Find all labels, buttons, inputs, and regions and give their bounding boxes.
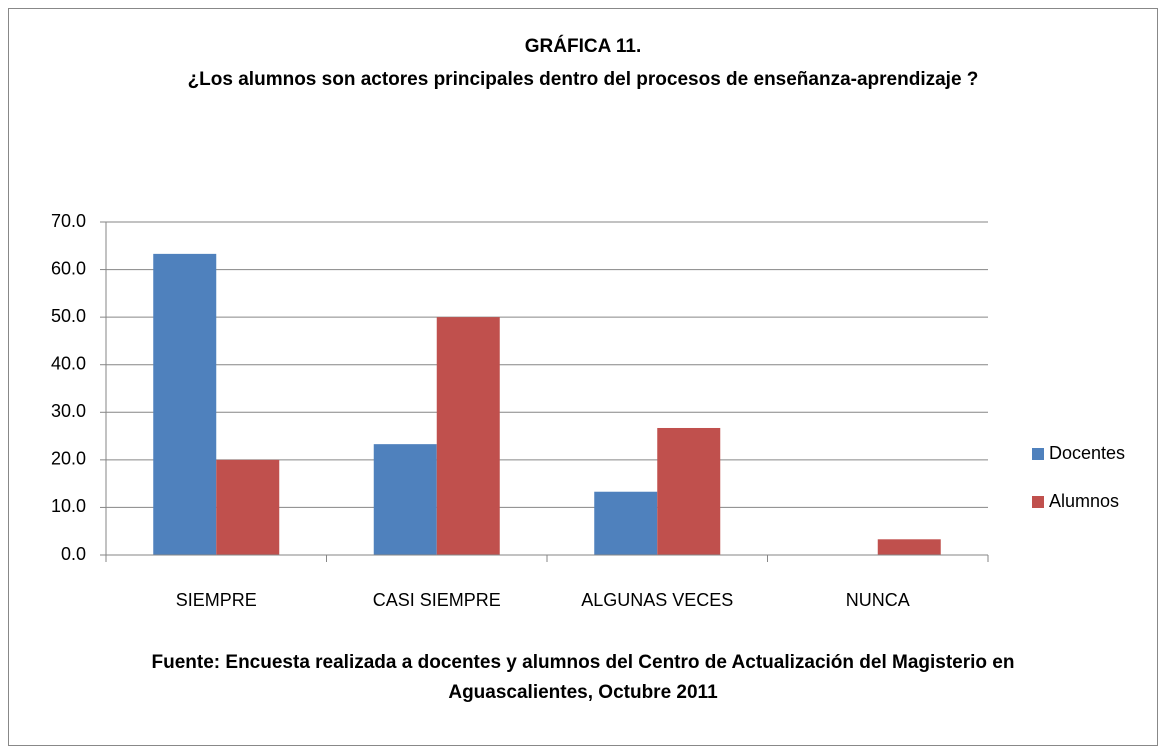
bar xyxy=(153,253,217,555)
bar xyxy=(216,459,280,555)
legend-label: Alumnos xyxy=(1049,491,1119,511)
y-tick-label: 20.0 xyxy=(51,449,86,469)
chart-subtitle: ¿Los alumnos son actores principales den… xyxy=(187,69,979,90)
legend-swatch xyxy=(1032,448,1044,460)
bar xyxy=(436,317,500,555)
y-tick-label: 30.0 xyxy=(51,401,86,421)
y-tick-label: 40.0 xyxy=(51,353,86,373)
bar xyxy=(877,539,941,555)
legend-swatch xyxy=(1032,496,1044,508)
bar xyxy=(594,491,658,555)
y-tick-label: 50.0 xyxy=(51,306,86,326)
x-tick-label: ALGUNAS VECES xyxy=(581,590,733,610)
source-note: Fuente: Encuesta realizada a docentes y … xyxy=(151,652,1015,703)
legend-label: Docentes xyxy=(1049,443,1125,463)
y-tick-label: 60.0 xyxy=(51,258,86,278)
chart-title: GRÁFICA 11. xyxy=(524,36,642,57)
y-tick-label: 0.0 xyxy=(61,544,86,564)
bar xyxy=(657,427,721,555)
x-tick-label: CASI SIEMPRE xyxy=(373,590,501,610)
chart-frame xyxy=(8,8,1158,746)
y-tick-label: 70.0 xyxy=(51,211,86,231)
y-tick-label: 10.0 xyxy=(51,496,86,516)
bar xyxy=(373,444,437,555)
x-tick-label: SIEMPRE xyxy=(176,590,257,610)
x-tick-label: NUNCA xyxy=(846,590,910,610)
